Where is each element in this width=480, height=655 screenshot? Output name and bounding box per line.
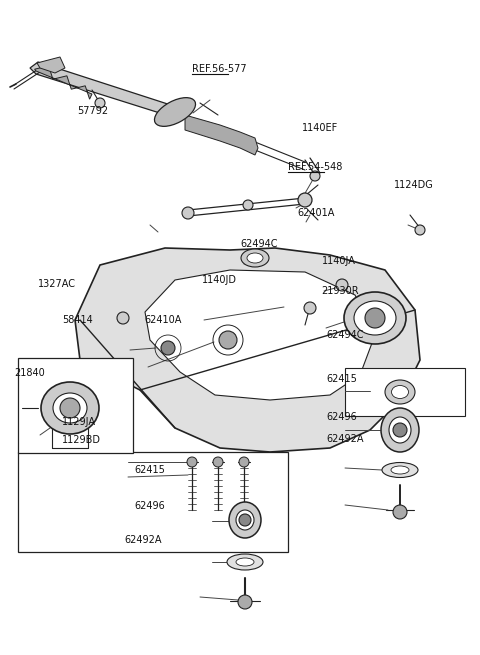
Ellipse shape — [241, 249, 269, 267]
Circle shape — [117, 312, 129, 324]
Circle shape — [161, 341, 175, 355]
Ellipse shape — [236, 558, 254, 566]
Bar — [345, 368, 465, 416]
Circle shape — [213, 457, 223, 467]
Text: 62496: 62496 — [134, 500, 165, 511]
Circle shape — [219, 331, 237, 349]
Text: 21930R: 21930R — [322, 286, 359, 297]
Circle shape — [298, 193, 312, 207]
Polygon shape — [185, 115, 258, 155]
Circle shape — [365, 308, 385, 328]
Ellipse shape — [227, 554, 263, 570]
Text: 1129JA: 1129JA — [62, 417, 96, 428]
Circle shape — [60, 398, 80, 418]
Text: REF.56-577: REF.56-577 — [192, 64, 247, 74]
Polygon shape — [145, 270, 375, 400]
Text: 62494C: 62494C — [240, 238, 277, 249]
Ellipse shape — [53, 393, 87, 423]
Bar — [18, 452, 288, 552]
Circle shape — [393, 505, 407, 519]
Text: 62496: 62496 — [326, 412, 357, 422]
Ellipse shape — [391, 466, 409, 474]
Ellipse shape — [389, 417, 411, 443]
Bar — [18, 358, 133, 453]
Text: 62415: 62415 — [134, 465, 165, 476]
Circle shape — [243, 200, 253, 210]
Circle shape — [310, 171, 320, 181]
Text: 1327AC: 1327AC — [38, 278, 76, 289]
Text: 62401A: 62401A — [298, 208, 335, 218]
Ellipse shape — [344, 292, 406, 344]
Text: 1129BD: 1129BD — [62, 435, 101, 445]
Text: 21840: 21840 — [14, 368, 45, 379]
Ellipse shape — [354, 301, 396, 335]
Ellipse shape — [155, 98, 195, 126]
Circle shape — [304, 302, 316, 314]
Polygon shape — [30, 62, 188, 120]
Ellipse shape — [236, 510, 254, 530]
Text: 62492A: 62492A — [125, 535, 162, 546]
Circle shape — [239, 514, 251, 526]
Ellipse shape — [392, 386, 408, 398]
Ellipse shape — [385, 380, 415, 404]
Ellipse shape — [381, 408, 419, 452]
Circle shape — [415, 225, 425, 235]
Text: 57792: 57792 — [77, 106, 108, 117]
Ellipse shape — [229, 502, 261, 538]
Text: 1140JA: 1140JA — [322, 255, 356, 266]
Ellipse shape — [247, 253, 263, 263]
Polygon shape — [35, 66, 92, 99]
Circle shape — [336, 279, 348, 291]
Text: 1124DG: 1124DG — [394, 179, 433, 190]
Circle shape — [187, 457, 197, 467]
Ellipse shape — [41, 382, 99, 434]
Text: 62410A: 62410A — [144, 314, 181, 325]
Ellipse shape — [382, 462, 418, 477]
Circle shape — [182, 207, 194, 219]
Text: 58414: 58414 — [62, 314, 93, 325]
Polygon shape — [37, 57, 65, 73]
Circle shape — [393, 423, 407, 437]
Text: 62415: 62415 — [326, 373, 357, 384]
Text: 62492A: 62492A — [326, 434, 364, 444]
Text: REF.54-548: REF.54-548 — [288, 162, 342, 172]
Circle shape — [239, 457, 249, 467]
Polygon shape — [75, 248, 420, 452]
Text: 1140EF: 1140EF — [302, 122, 339, 133]
Text: 1140JD: 1140JD — [202, 275, 237, 286]
Circle shape — [238, 595, 252, 609]
Circle shape — [95, 98, 105, 108]
Text: 62494C: 62494C — [326, 330, 364, 341]
